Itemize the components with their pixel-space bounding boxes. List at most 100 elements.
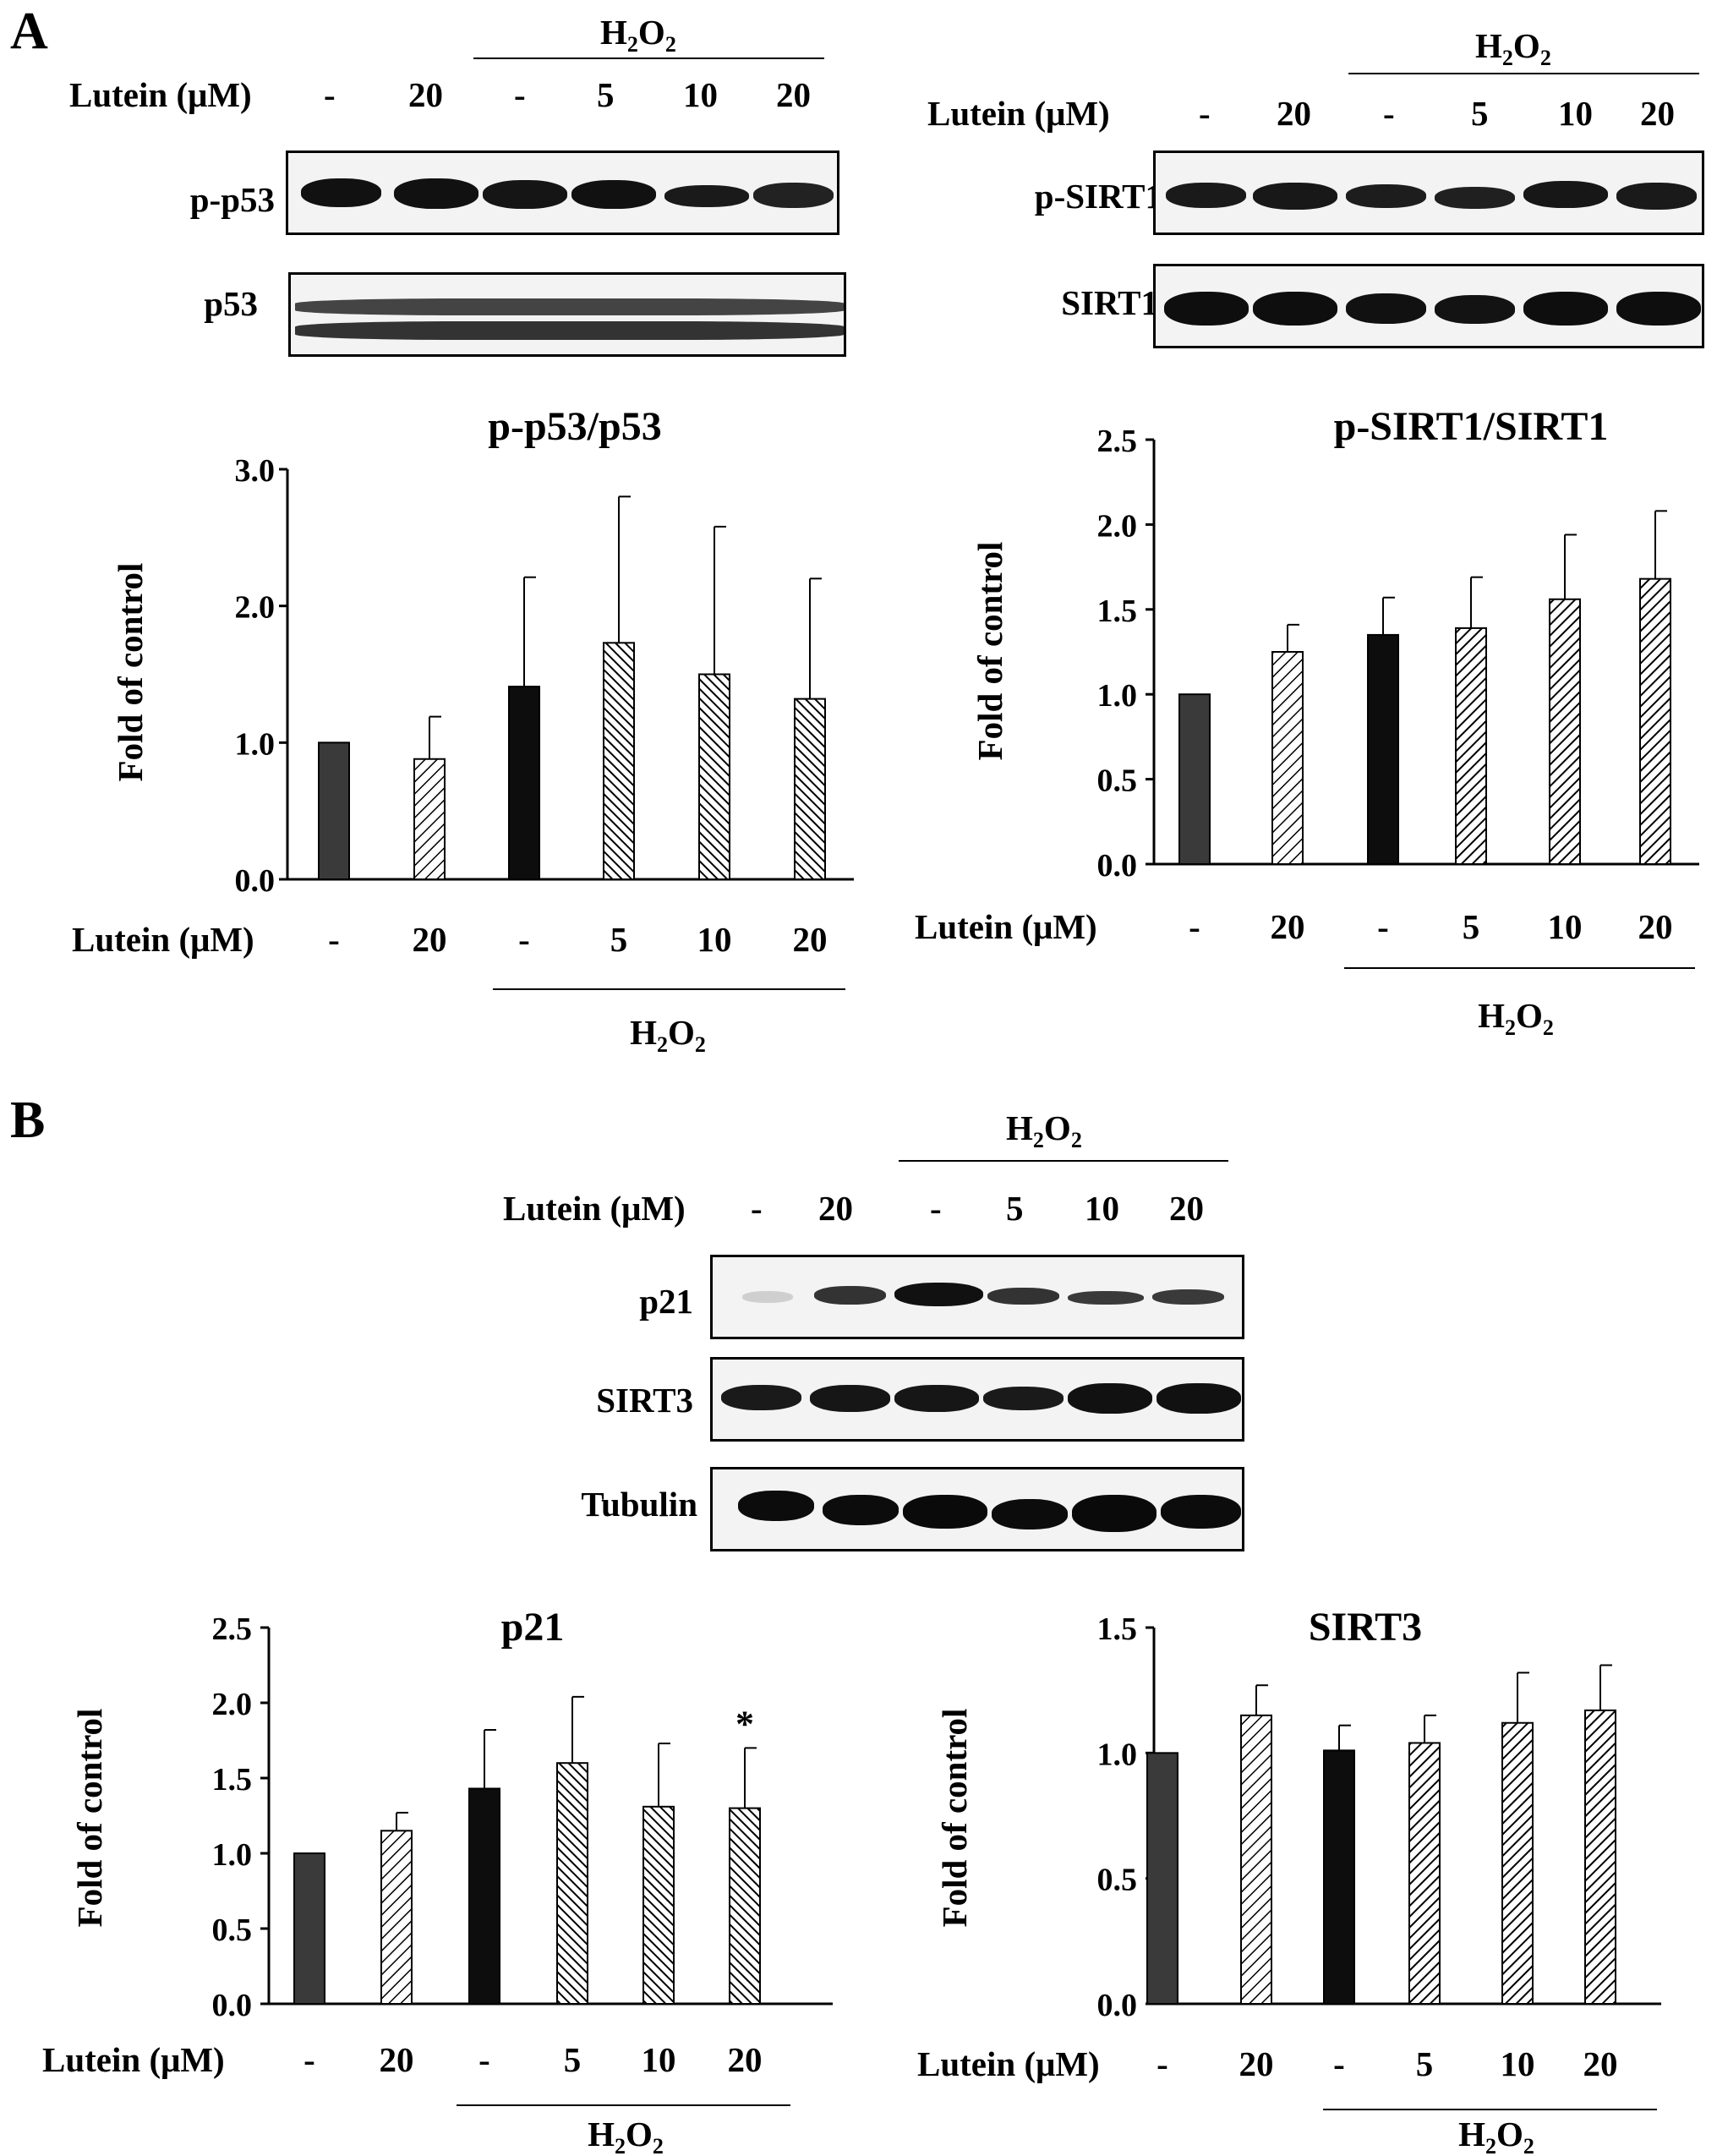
x-tick-label: 20	[1583, 2044, 1618, 2083]
h2o2-label: H2O2	[588, 2115, 664, 2156]
lane-label: -	[930, 1189, 942, 1228]
h2o2-bracket-line	[1348, 73, 1699, 74]
y-tick-label: 2.5	[1097, 424, 1138, 459]
lane-label: -	[1383, 94, 1395, 133]
blot-p-p53	[286, 150, 839, 235]
x-tick-label: 20	[380, 2040, 414, 2079]
chart-title: SIRT3	[1309, 1605, 1422, 1650]
blot-label-p-sirt1: p-SIRT1	[1034, 177, 1162, 216]
h2o2-label: H2O2	[1478, 996, 1554, 1040]
y-tick-label: 0.5	[1097, 763, 1138, 799]
x-axis-label: Lutein (μM)	[72, 920, 254, 959]
x-tick-label: 20	[793, 920, 828, 959]
bar	[698, 673, 730, 880]
y-tick-label: 1.5	[1097, 1612, 1138, 1647]
lane-label: 10	[1558, 94, 1593, 133]
y-tick-label: 1.5	[1097, 594, 1138, 629]
bar	[468, 1787, 500, 2005]
h2o2-label: H2O2	[1458, 2115, 1534, 2156]
chart-p-sirt1: 0.0 0.5 1.0 1.5 2.0 2.5 p-SIRT1/SIRT1 Fold of c…	[915, 404, 1699, 1040]
x-tick-label: 5	[1463, 907, 1480, 946]
y-tick-label: 0.5	[212, 1912, 253, 1948]
chart-sirt3: 0.0 0.5 1.0 1.5 SIRT3 Fold of control - 20 - 5 10 2…	[917, 1605, 1661, 2156]
h2o2-label: H2O2	[1006, 1108, 1082, 1153]
h2o2-bracket-line	[473, 57, 824, 59]
lane-label: -	[1199, 94, 1211, 133]
chart-p21: 0.0 0.5 1.0 1.5 2.0 2.5 p21 Fold of control - 20 -…	[42, 1605, 833, 2156]
y-tick-label: 1.0	[212, 1837, 253, 1873]
bar	[380, 1830, 413, 2006]
bar	[1367, 633, 1399, 865]
y-tick-label: 0.0	[1097, 1988, 1138, 2023]
y-tick-label: 1.5	[212, 1762, 253, 1798]
bar	[318, 741, 350, 880]
blot-tubulin	[710, 1467, 1244, 1551]
y-axis-label: Fold of control	[971, 542, 1009, 761]
blot-p53	[288, 272, 846, 357]
chart-p-p53: 0.0 1.0 2.0 3.0 p-p53/p53 Fold of control - 20 -…	[72, 404, 854, 1057]
x-tick-label: 5	[1416, 2044, 1434, 2083]
y-tick-label: 0.0	[235, 863, 276, 899]
lutein-label: Lutein (μM)	[503, 1189, 686, 1228]
lane-label: 10	[683, 75, 718, 114]
x-axis-label: Lutein (μM)	[915, 907, 1097, 946]
bar	[1501, 1721, 1534, 2005]
y-tick-label: 0.0	[1097, 848, 1138, 884]
bar	[413, 758, 446, 880]
bar	[1408, 1742, 1441, 2005]
blot-label-p21: p21	[639, 1282, 693, 1321]
lane-label: 20	[818, 1189, 853, 1228]
lutein-label: Lutein (μM)	[69, 75, 252, 114]
bar	[1455, 627, 1487, 865]
bar	[1549, 598, 1581, 865]
blot-label-sirt3: SIRT3	[596, 1381, 693, 1420]
panel-label-a: A	[10, 3, 48, 60]
bar	[1584, 1709, 1616, 2006]
x-axis-label: Lutein (μM)	[42, 2040, 225, 2079]
x-tick-label: 20	[728, 2040, 763, 2079]
lane-label: 5	[597, 75, 615, 114]
h2o2-label: H2O2	[630, 1013, 706, 1057]
bar	[729, 1807, 761, 2006]
lane-label: 10	[1085, 1189, 1119, 1228]
blot-sirt1	[1153, 264, 1704, 348]
bar	[643, 1805, 675, 2006]
bar	[508, 686, 540, 880]
significance-marker: *	[735, 1703, 754, 1744]
x-tick-label: 10	[1548, 907, 1583, 946]
lane-label: 5	[1471, 94, 1489, 133]
x-tick-label: 5	[564, 2040, 582, 2079]
x-tick-label: 5	[610, 920, 628, 959]
y-axis-label: Fold of control	[935, 1709, 974, 1928]
blot-label-sirt1: SIRT1	[1061, 283, 1158, 322]
bar	[1146, 1752, 1178, 2005]
h2o2-bracket-line	[899, 1160, 1228, 1162]
lane-label: -	[324, 75, 336, 114]
lane-label: 5	[1006, 1189, 1024, 1228]
x-tick-label: 20	[1239, 2044, 1274, 2083]
x-tick-label: 10	[1501, 2044, 1535, 2083]
blot-label-tubulin: Tubulin	[581, 1485, 697, 1524]
bar	[1639, 577, 1671, 865]
y-tick-label: 1.0	[1097, 678, 1138, 714]
x-tick-label: -	[1157, 2044, 1168, 2083]
bar	[556, 1762, 588, 2005]
bar	[1271, 651, 1304, 865]
x-tick-label: -	[478, 2040, 490, 2079]
x-axis-label: Lutein (μM)	[917, 2044, 1100, 2083]
x-tick-label: 20	[413, 920, 447, 959]
x-tick-label: 20	[1638, 907, 1673, 946]
chart-title: p21	[501, 1605, 565, 1650]
y-axis-label: Fold of control	[70, 1709, 109, 1928]
lane-label: 20	[776, 75, 811, 114]
x-tick-label: 10	[642, 2040, 676, 2079]
lutein-label: Lutein (μM)	[927, 94, 1110, 133]
x-tick-label: -	[1333, 2044, 1345, 2083]
x-tick-label: -	[1377, 907, 1389, 946]
y-tick-label: 0.5	[1097, 1863, 1138, 1898]
bar	[293, 1852, 325, 2005]
bar	[794, 698, 826, 880]
bar	[603, 642, 635, 880]
x-tick-label: -	[303, 2040, 315, 2079]
